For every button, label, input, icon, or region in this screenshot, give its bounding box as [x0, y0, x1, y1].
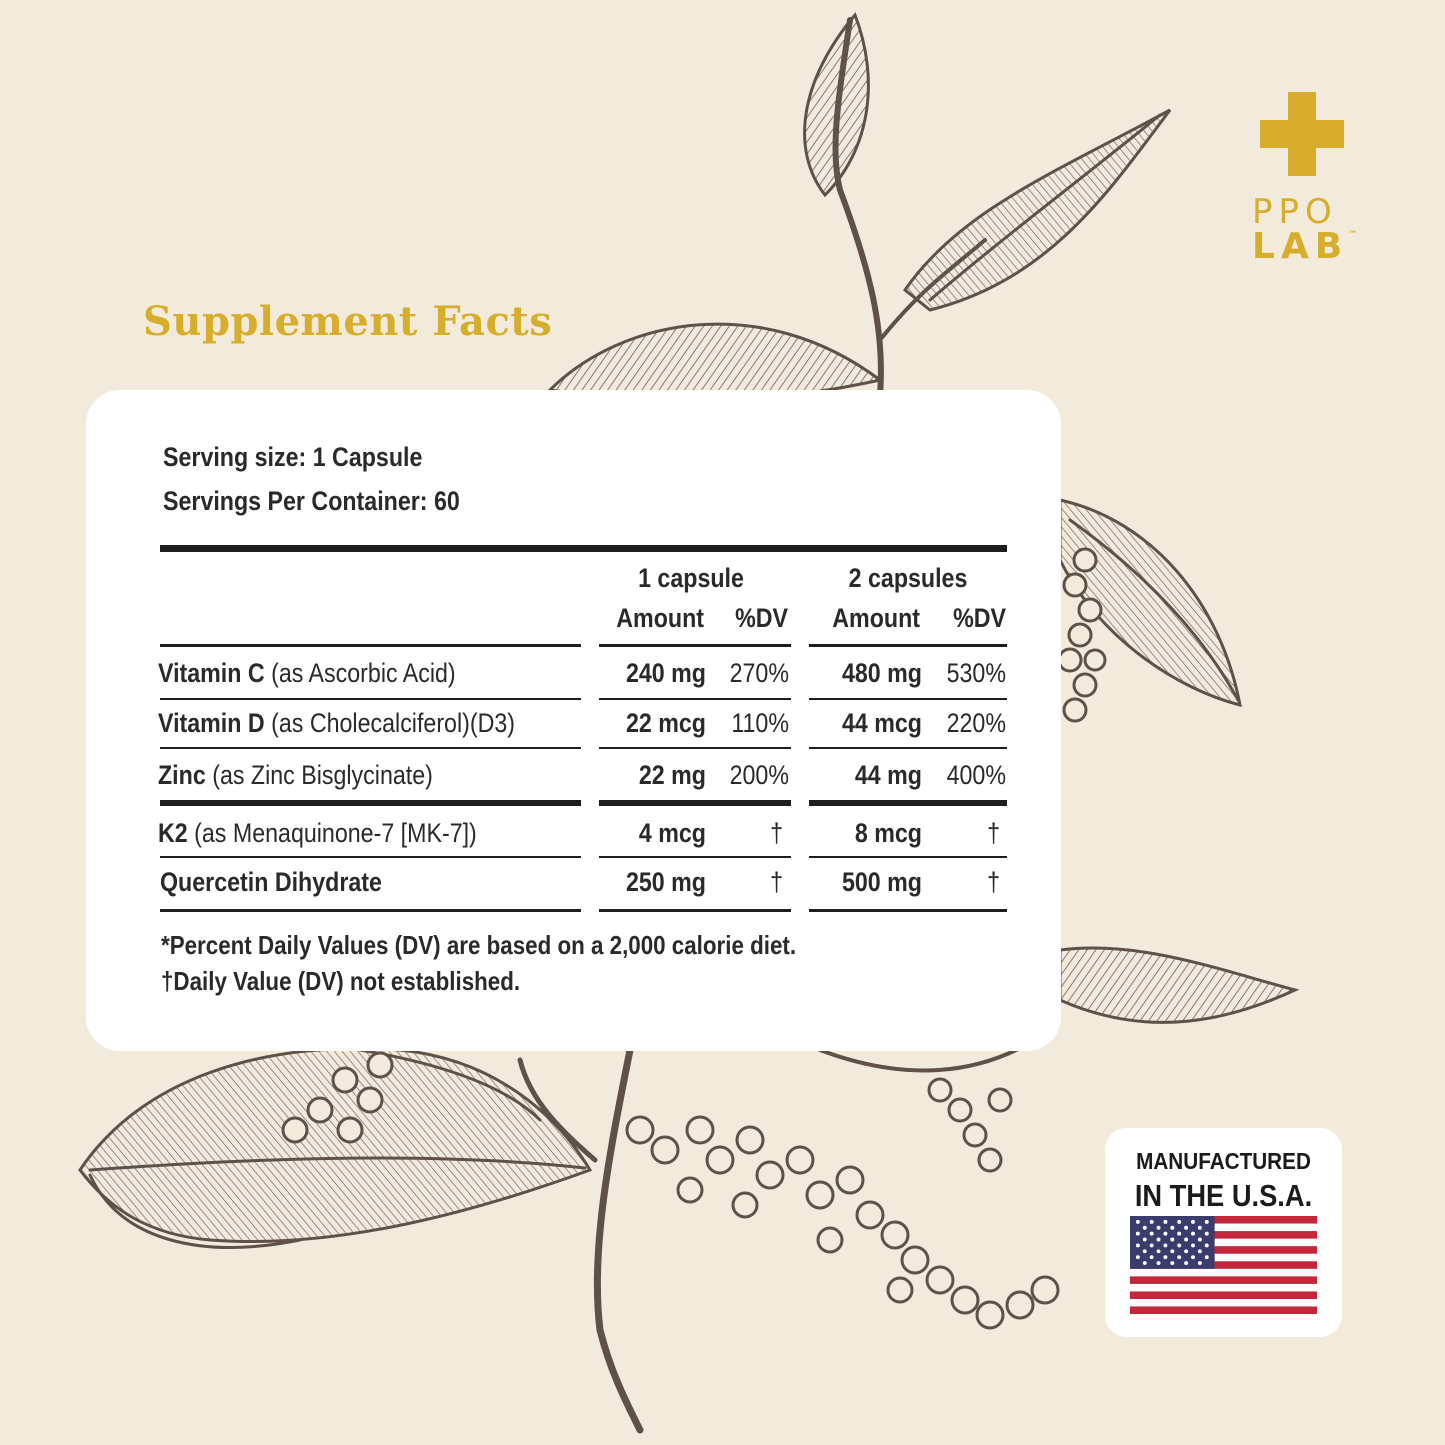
dv-2-vitamin-d: 220%	[946, 708, 1006, 738]
column-dv-2: %DV	[953, 603, 1006, 633]
dv-2-zinc: 400%	[946, 760, 1006, 790]
dv-1-k2: †	[770, 818, 783, 848]
nutrient-name-zinc: Zinc (as Zinc Bisglycinate)	[158, 760, 433, 790]
dv-1-vitamin-c: 270%	[729, 658, 789, 688]
header-rule-col2	[809, 644, 1007, 647]
brand-name-line2: LAB™	[1252, 226, 1358, 267]
dv-2-k2: †	[987, 818, 1000, 848]
section-thick-rule	[809, 800, 1007, 806]
row-divider	[599, 856, 791, 858]
amount-2-vitamin-c: 480 mg	[841, 658, 922, 688]
nutrient-name-k2: K2 (as Menaquinone-7 [MK-7])	[158, 818, 477, 848]
dv-1-zinc: 200%	[729, 760, 789, 790]
bottom-rule	[599, 909, 791, 912]
brand-name-line1: PPO	[1252, 192, 1338, 232]
column-dv-1: %DV	[735, 603, 788, 633]
amount-1-quercetin: 250 mg	[625, 867, 706, 897]
serving-size: Serving size: 1 Capsule	[163, 442, 423, 472]
footnote-percent-dv: *Percent Daily Values (DV) are based on …	[161, 930, 797, 960]
amount-1-k2: 4 mcg	[638, 818, 706, 848]
row-divider	[809, 698, 1007, 700]
us-flag-icon	[1130, 1216, 1317, 1314]
row-divider	[160, 747, 581, 749]
row-divider	[809, 747, 1007, 749]
bottom-rule	[809, 909, 1007, 912]
row-divider	[809, 856, 1007, 858]
amount-1-zinc: 22 mg	[638, 760, 706, 790]
footnote-dagger: †Daily Value (DV) not established.	[161, 966, 521, 996]
nutrient-name-quercetin: Quercetin Dihydrate	[160, 867, 382, 897]
brand-logo: PPO LAB™	[1252, 92, 1372, 272]
column-group-2-capsules: 2 capsules	[848, 563, 968, 593]
row-divider	[160, 856, 581, 858]
badge-line-2: IN THE U.S.A.	[1134, 1178, 1313, 1213]
bottom-rule	[160, 909, 581, 912]
dv-2-quercetin: †	[987, 867, 1000, 897]
amount-2-vitamin-d: 44 mcg	[841, 708, 922, 738]
column-amount-1: Amount	[616, 603, 704, 633]
section-thick-rule	[599, 800, 791, 806]
amount-2-zinc: 44 mg	[854, 760, 922, 790]
cross-logo-icon	[1260, 92, 1344, 176]
trademark-mark: ™	[1348, 230, 1358, 240]
amount-2-quercetin: 500 mg	[841, 867, 922, 897]
row-divider	[599, 698, 791, 700]
nutrient-name-vitamin-c: Vitamin C (as Ascorbic Acid)	[158, 658, 456, 688]
servings-per-container: Servings Per Container: 60	[163, 486, 460, 516]
header-rule-name	[160, 644, 581, 647]
row-divider	[599, 747, 791, 749]
column-group-1-capsule: 1 capsule	[638, 563, 744, 593]
amount-1-vitamin-d: 22 mcg	[625, 708, 706, 738]
dv-1-quercetin: †	[770, 867, 783, 897]
made-in-usa-badge: MANUFACTURED IN THE U.S.A.	[1105, 1128, 1342, 1337]
amount-2-k2: 8 mcg	[854, 818, 922, 848]
row-divider	[160, 698, 581, 700]
section-thick-rule	[160, 800, 581, 806]
header-rule-col1	[599, 644, 791, 647]
badge-line-1: MANUFACTURED	[1136, 1148, 1311, 1174]
dv-1-vitamin-d: 110%	[731, 708, 789, 738]
dv-2-vitamin-c: 530%	[946, 658, 1006, 688]
page-title: Supplement Facts	[143, 298, 553, 345]
amount-1-vitamin-c: 240 mg	[625, 658, 706, 688]
supplement-facts-card: Serving size: 1 Capsule Servings Per Con…	[86, 390, 1061, 1051]
top-thick-rule	[160, 545, 1007, 552]
nutrient-name-vitamin-d: Vitamin D (as Cholecalciferol)(D3)	[158, 708, 516, 738]
column-amount-2: Amount	[832, 603, 920, 633]
